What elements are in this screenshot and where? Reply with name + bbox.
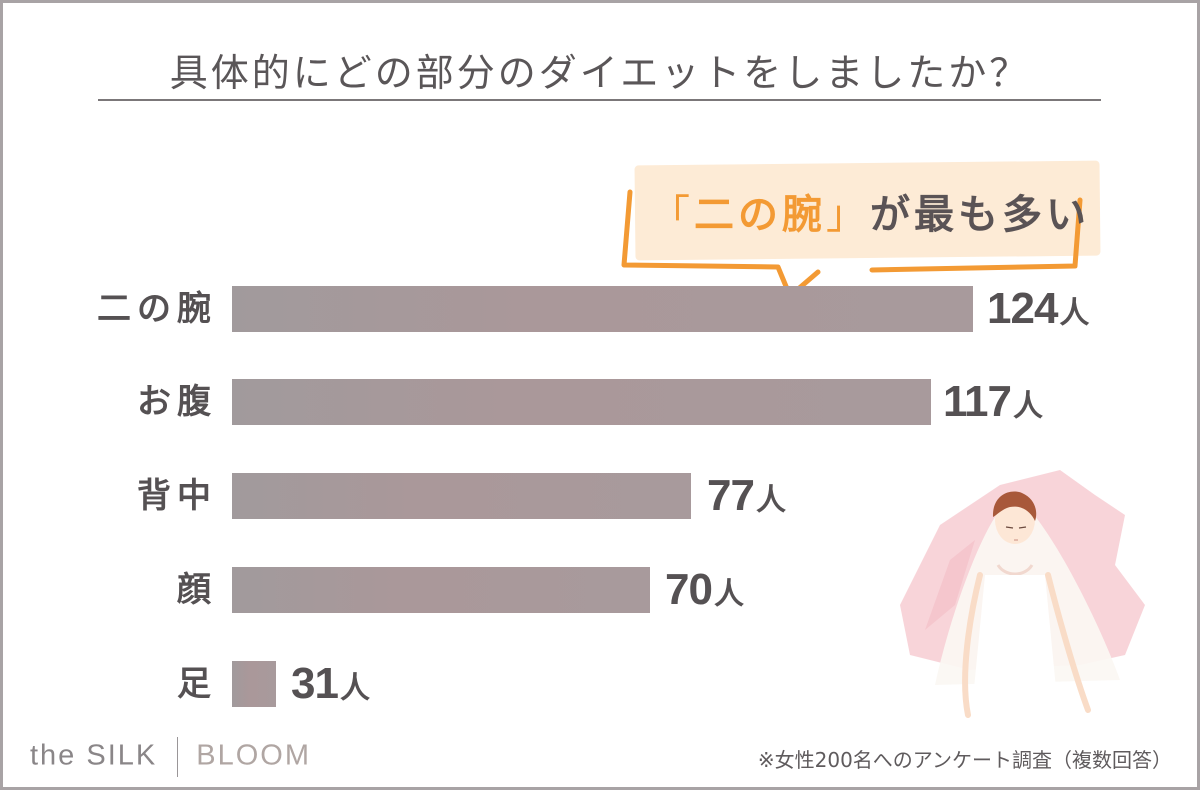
bar-row: お腹 117人 bbox=[0, 377, 1200, 426]
value-number: 31 bbox=[291, 659, 339, 708]
brand-name-primary: the SILK bbox=[30, 739, 158, 772]
brand-name-secondary: BLOOM bbox=[196, 739, 311, 772]
bar bbox=[232, 473, 691, 519]
brand-logo: the SILK BLOOM bbox=[30, 737, 311, 777]
value-unit: 人 bbox=[1012, 389, 1043, 424]
callout-text: 「二の腕」が最も多い bbox=[650, 182, 1090, 240]
value-unit: 人 bbox=[713, 577, 744, 612]
bar bbox=[232, 567, 650, 613]
value-label: 124人 bbox=[987, 282, 1089, 336]
value-unit: 人 bbox=[1059, 296, 1090, 331]
bar-row: 二の腕 124人 bbox=[0, 284, 1200, 333]
chart-title: 具体的にどの部分のダイエットをしましたか？ bbox=[169, 51, 1031, 95]
callout-highlight: 二の腕 bbox=[694, 192, 826, 238]
bar bbox=[232, 379, 931, 425]
callout-open-bracket: 「 bbox=[650, 192, 694, 238]
value-label: 31人 bbox=[291, 657, 370, 711]
value-number: 124 bbox=[987, 284, 1058, 333]
category-label: 顔 bbox=[177, 570, 217, 610]
brand-divider bbox=[177, 737, 179, 777]
bride-illustration-icon bbox=[900, 470, 1145, 730]
bar-row: 顔 70人 bbox=[0, 565, 1200, 614]
title-divider bbox=[98, 99, 1101, 101]
category-label: お腹 bbox=[137, 382, 217, 422]
value-label: 77人 bbox=[707, 469, 786, 523]
value-number: 70 bbox=[665, 565, 713, 614]
bar bbox=[232, 286, 973, 332]
bar bbox=[232, 661, 276, 707]
category-label: 背中 bbox=[137, 476, 217, 516]
category-label: 二の腕 bbox=[97, 289, 217, 329]
callout-rest: が最も多い bbox=[870, 192, 1090, 238]
callout-close-bracket: 」 bbox=[826, 192, 870, 238]
value-number: 77 bbox=[707, 471, 755, 520]
value-number: 117 bbox=[943, 377, 1012, 426]
value-unit: 人 bbox=[755, 483, 786, 518]
bar-row: 足 31人 bbox=[0, 659, 1200, 708]
value-unit: 人 bbox=[339, 671, 370, 706]
bar-row: 背中 77人 bbox=[0, 471, 1200, 520]
category-label: 足 bbox=[177, 664, 217, 704]
value-label: 70人 bbox=[665, 563, 744, 617]
value-label: 117人 bbox=[943, 375, 1043, 429]
survey-note: ※女性200名へのアンケート調査（複数回答） bbox=[757, 748, 1172, 772]
